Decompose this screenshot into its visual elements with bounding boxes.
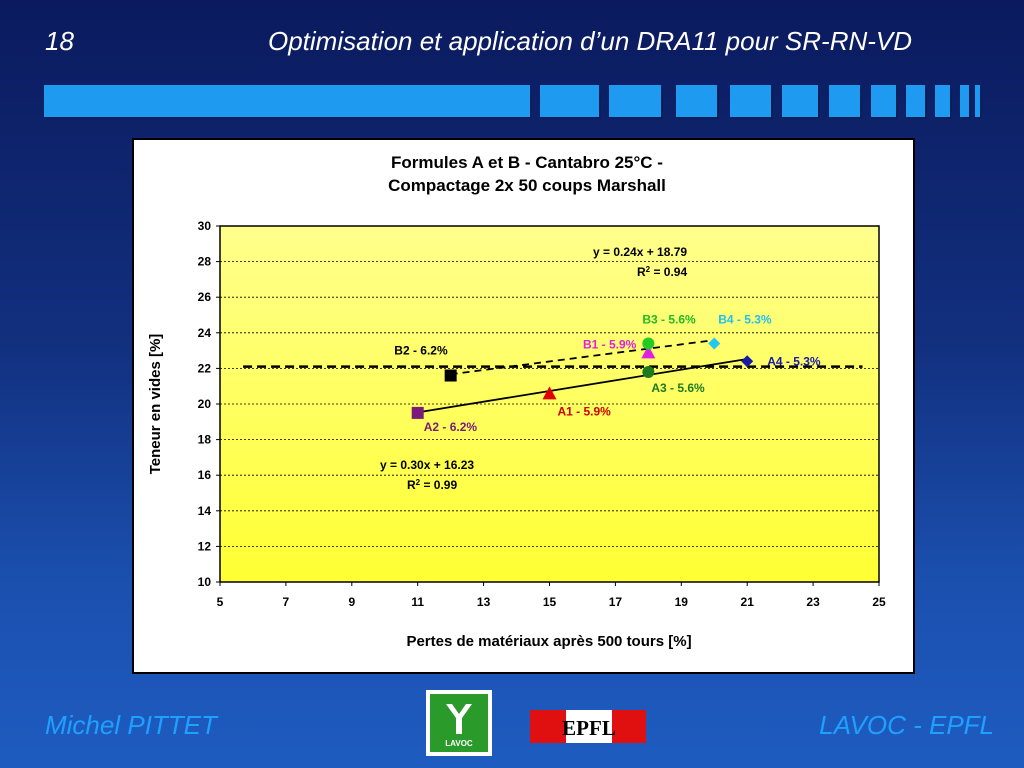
r2-superscript: 2: [416, 478, 421, 487]
data-point-a3: [642, 365, 655, 378]
trendline-equation-b: y = 0.24x + 18.79: [593, 245, 687, 259]
r2-superscript: 2: [646, 265, 651, 274]
x-tick-label: 11: [411, 595, 424, 609]
slide-number: 18: [45, 26, 74, 56]
x-axis-label: Pertes de matériaux après 500 tours [%]: [406, 633, 691, 650]
scatter-chart: Formules A et B - Cantabro 25°C - Compac…: [147, 153, 886, 650]
data-point-a2: [411, 406, 424, 419]
y-tick-label: 24: [198, 326, 212, 340]
x-tick-label: 9: [348, 595, 355, 609]
point-label-a3: A3 - 5.6%: [651, 381, 705, 395]
x-tick-label: 5: [217, 595, 224, 609]
slide-title: Optimisation et application d’un DRA11 p…: [268, 26, 913, 56]
r2-letter: R: [637, 265, 646, 279]
trendline-equation-a: y = 0.30x + 16.23: [380, 458, 474, 472]
x-tick-label: 17: [609, 595, 623, 609]
point-label-a4: A4 - 5.3%: [767, 354, 821, 368]
y-tick-label: 18: [198, 433, 212, 447]
band-segment: [829, 85, 860, 117]
point-label-a1: A1 - 5.9%: [558, 404, 612, 418]
y-tick-label: 26: [198, 290, 212, 304]
epfl-logo-text: EPFL: [562, 716, 616, 740]
y-tick-label: 10: [198, 575, 212, 589]
data-point-a1: [542, 386, 557, 400]
r2-value: = 0.99: [420, 478, 457, 492]
r2-letter: R: [407, 478, 416, 492]
lavoc-logo: LAVOC: [426, 690, 492, 756]
trendline-r2-b: R2 = 0.94: [637, 265, 687, 280]
footer-author: Michel PITTET: [45, 710, 217, 740]
chart-title-line-2: Compactage 2x 50 coups Marshall: [388, 176, 666, 195]
x-tick-label: 23: [806, 595, 820, 609]
band-segment: [935, 85, 950, 117]
point-label-b4: B4 - 5.3%: [718, 312, 772, 326]
x-tick-label: 7: [283, 595, 290, 609]
band-segment: [609, 85, 661, 117]
band-segment: [906, 85, 925, 117]
y-tick-label: 16: [198, 468, 212, 482]
band-segment: [960, 85, 969, 117]
y-tick-label: 22: [198, 361, 212, 375]
band-segment: [540, 85, 599, 117]
x-tick-label: 15: [543, 595, 557, 609]
data-point-a4: [741, 355, 754, 368]
lavoc-logo-text: LAVOC: [445, 739, 473, 748]
y-tick-label: 28: [198, 255, 212, 269]
point-label-a2: A2 - 6.2%: [424, 420, 478, 434]
y-axis-label: Teneur en vides [%]: [147, 334, 164, 475]
y-tick-label: 20: [198, 397, 212, 411]
data-point-b3: [642, 337, 655, 350]
point-label-b1: B1 - 5.9%: [583, 337, 637, 351]
band-segment: [676, 85, 717, 117]
y-tick-label: 12: [198, 539, 212, 553]
point-label-b3: B3 - 5.6%: [642, 312, 696, 326]
chart-container: Formules A et B - Cantabro 25°C - Compac…: [132, 138, 915, 674]
x-tick-label: 21: [741, 595, 755, 609]
r2-value: = 0.94: [650, 265, 687, 279]
x-tick-label: 19: [675, 595, 689, 609]
trendline-b: [450, 339, 715, 376]
data-point-b2: [444, 369, 457, 382]
band-segment: [730, 85, 771, 117]
x-tick-label: 13: [477, 595, 491, 609]
band-segment: [871, 85, 896, 117]
band-segment: [782, 85, 818, 117]
band-segment: [44, 85, 530, 117]
epfl-logo: EPFL: [530, 710, 646, 743]
trendline-r2-a: R2 = 0.99: [407, 478, 457, 493]
point-label-b2: B2 - 6.2%: [394, 344, 448, 358]
band-segment: [975, 85, 980, 117]
y-tick-label: 30: [198, 219, 212, 233]
data-point-b1: [641, 345, 656, 359]
x-tick-label: 25: [872, 595, 886, 609]
trendline-a: [417, 358, 748, 414]
data-point-b4: [708, 337, 721, 350]
footer-org: LAVOC - EPFL: [819, 710, 994, 740]
y-tick-label: 14: [198, 504, 212, 518]
chart-title-line-1: Formules A et B - Cantabro 25°C -: [391, 153, 663, 172]
